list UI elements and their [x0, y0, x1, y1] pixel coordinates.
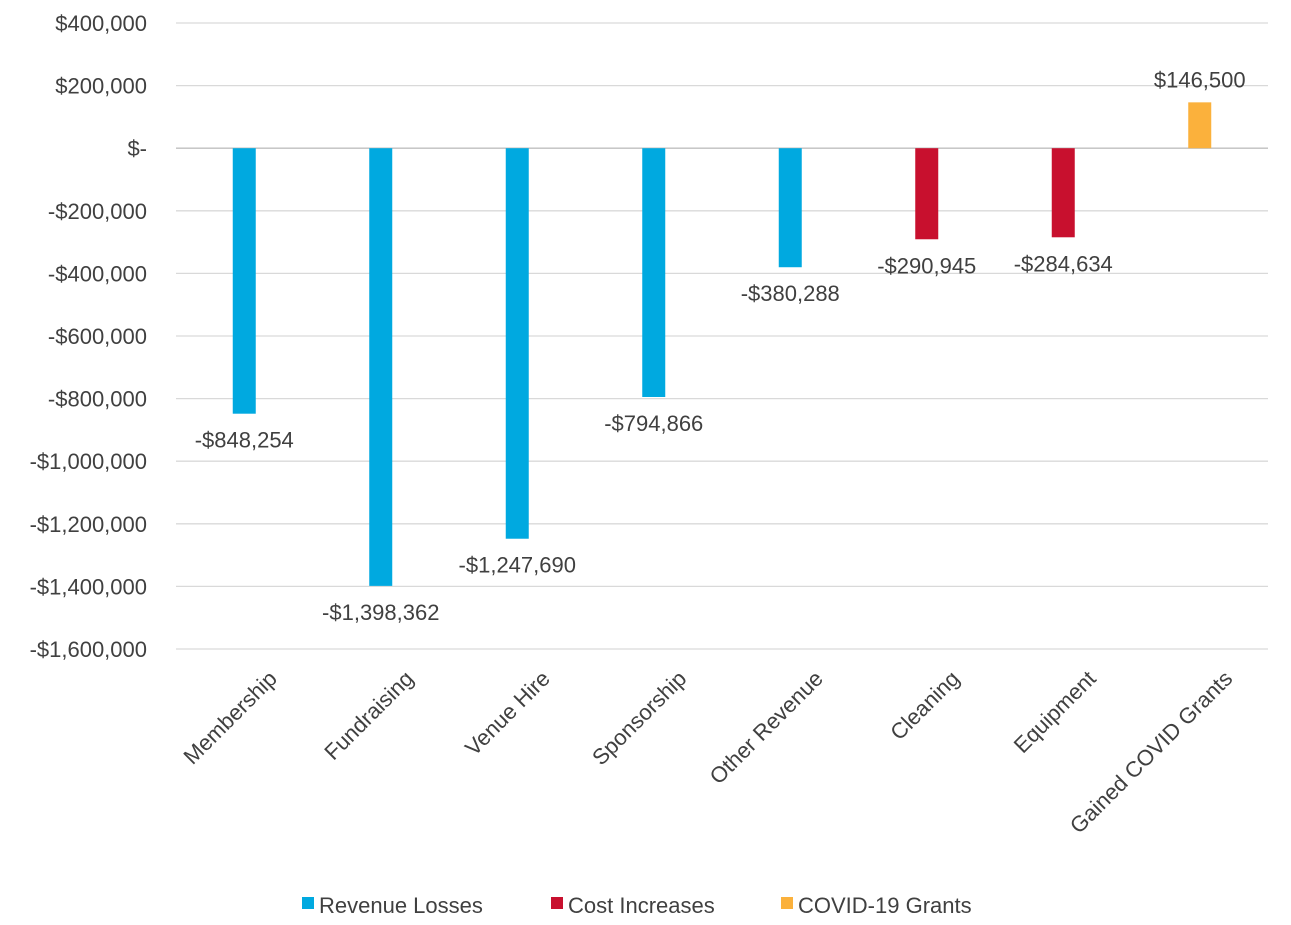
legend-swatch: [551, 897, 563, 909]
bar-gained-covid-grants: [1188, 102, 1212, 149]
legend-label: Cost Increases: [568, 893, 715, 918]
y-tick-label: -$1,200,000: [30, 512, 147, 537]
bar-equipment: [1051, 148, 1075, 238]
x-tick-label: Other Revenue: [705, 666, 828, 789]
legend-swatch: [781, 897, 793, 909]
legend-label: COVID-19 Grants: [798, 893, 972, 918]
bars: [232, 102, 1212, 586]
x-tick-label: Venue Hire: [460, 666, 555, 761]
x-tick-label: Cleaning: [885, 666, 964, 745]
data-label: -$794,866: [604, 411, 703, 436]
bar-venue-hire: [505, 148, 529, 539]
y-tick-label: $200,000: [55, 74, 147, 99]
data-label: -$284,634: [1014, 251, 1113, 276]
gridlines: [176, 22, 1268, 650]
y-tick-label: -$200,000: [48, 199, 147, 224]
x-tick-label: Fundraising: [319, 666, 418, 765]
bar-other-revenue: [778, 148, 802, 268]
data-label: -$290,945: [877, 253, 976, 278]
y-tick-label: $400,000: [55, 11, 147, 36]
data-label: $146,500: [1154, 67, 1246, 92]
data-label: -$380,288: [741, 281, 840, 306]
x-axis-tick-labels: Membership Fundraising Venue Hire Sponsorsh…: [179, 666, 1238, 838]
x-tick-label: Equipment: [1009, 666, 1101, 758]
legend-label: Revenue Losses: [319, 893, 483, 918]
y-axis-tick-labels: $400,000 $200,000 $- -$200,000 -$400,000 -$60…: [30, 11, 147, 662]
y-tick-label: -$400,000: [48, 261, 147, 286]
y-tick-label: -$1,600,000: [30, 637, 147, 662]
y-tick-label: -$600,000: [48, 324, 147, 349]
data-labels: -$848,254 -$1,398,362 -$1,247,690 -$794,866…: [195, 67, 1246, 625]
y-tick-label: -$1,000,000: [30, 449, 147, 474]
data-label: -$1,247,690: [459, 553, 576, 578]
data-label: -$1,398,362: [322, 600, 439, 625]
bar-cleaning: [915, 148, 939, 240]
bar-sponsorship: [642, 148, 666, 397]
x-tick-label: Sponsorship: [587, 666, 691, 770]
legend: Revenue Losses Cost Increases COVID-19 Gra…: [302, 893, 972, 918]
y-tick-label: -$1,400,000: [30, 574, 147, 599]
bar-fundraising: [369, 148, 393, 586]
bar-membership: [232, 148, 256, 414]
y-tick-label: $-: [127, 136, 147, 161]
legend-swatch: [302, 897, 314, 909]
y-tick-label: -$800,000: [48, 387, 147, 412]
data-label: -$848,254: [195, 428, 294, 453]
x-tick-label: Membership: [179, 666, 282, 769]
